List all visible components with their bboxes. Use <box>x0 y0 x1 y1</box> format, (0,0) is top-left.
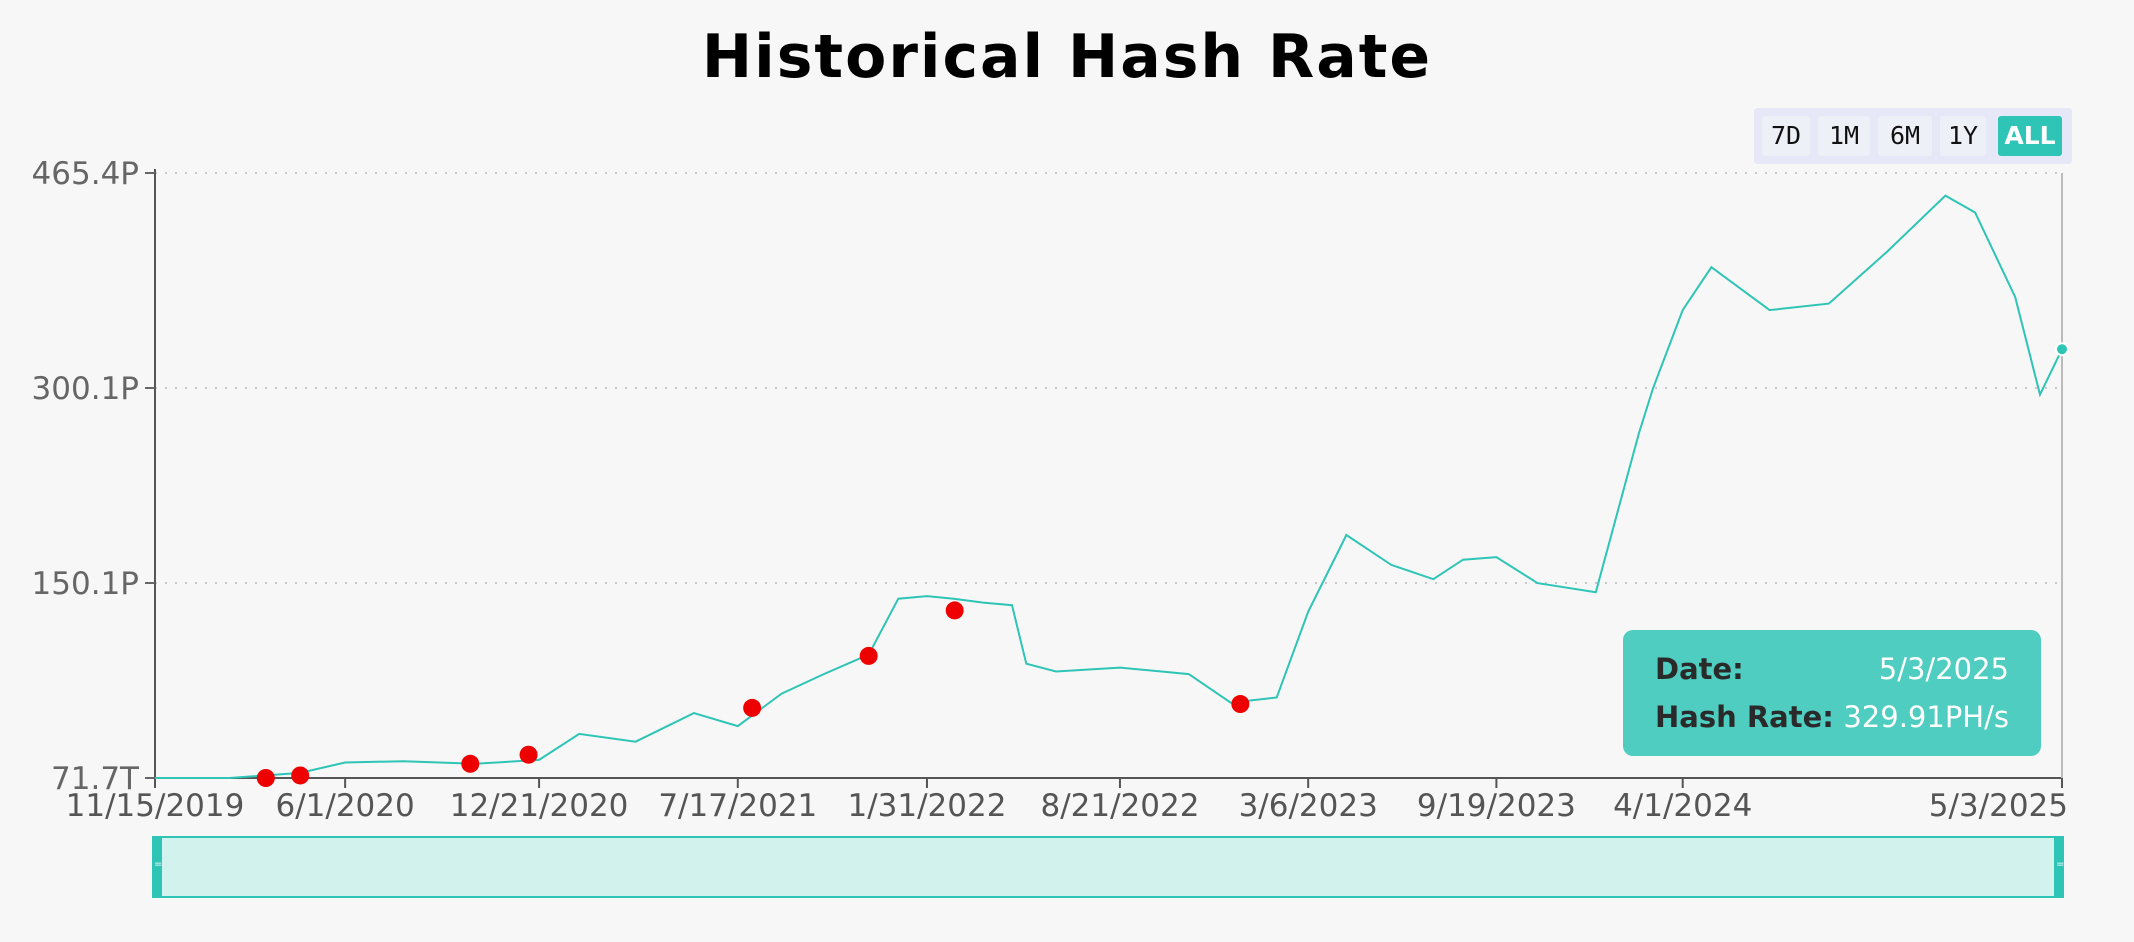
event-marker[interactable] <box>743 698 762 717</box>
range-navigator[interactable]: = = <box>152 836 2064 898</box>
x-tick-label: 4/1/2024 <box>1613 788 1752 824</box>
y-tick-label: 300.1P <box>32 371 139 407</box>
event-marker[interactable] <box>256 769 275 787</box>
y-tick-label: 71.7T <box>51 761 140 797</box>
gridlines <box>155 172 2062 584</box>
range-button-6m[interactable]: 6M <box>1878 116 1932 156</box>
x-tick-label: 8/21/2022 <box>1040 788 1199 824</box>
x-tick-label: 3/6/2023 <box>1239 788 1378 824</box>
tooltip-date-value: 5/3/2025 <box>1878 652 2009 686</box>
x-tick-label: 11/15/2019 <box>66 788 245 824</box>
event-marker[interactable] <box>291 766 310 785</box>
tooltip-date-label: Date: <box>1655 652 1744 686</box>
axes <box>154 169 2063 779</box>
hash-rate-line <box>155 194 2063 779</box>
x-axis-ticks: 11/15/2019 6/1/2020 12/21/2020 7/17/2021 1/3… <box>66 778 2068 824</box>
chart-title: Historical Hash Rate <box>701 22 1433 92</box>
range-selector: 7D 1M 6M 1Y ALL <box>1754 108 2072 164</box>
range-button-all[interactable]: ALL <box>1998 116 2062 156</box>
x-tick-label: 9/19/2023 <box>1417 788 1576 824</box>
tooltip-rate-value: 329.91PH/s <box>1843 700 2009 734</box>
event-markers <box>256 601 1250 787</box>
y-axis-ticks: 71.7T 150.1P 300.1P 465.4P <box>32 156 155 797</box>
x-tick-label: 12/21/2020 <box>450 788 629 824</box>
range-button-1y[interactable]: 1Y <box>1940 116 1986 156</box>
range-button-7d[interactable]: 7D <box>1762 116 1810 156</box>
range-button-1m[interactable]: 1M <box>1818 116 1870 156</box>
y-tick-label: 465.4P <box>32 156 139 192</box>
tooltip-rate-label: Hash Rate: <box>1655 700 1834 734</box>
event-marker[interactable] <box>519 745 538 764</box>
hover-point <box>2055 342 2069 357</box>
x-tick-label: 1/31/2022 <box>847 788 1006 824</box>
x-tick-label: 7/17/2021 <box>658 788 817 824</box>
event-marker[interactable] <box>461 754 480 773</box>
event-marker[interactable] <box>1231 695 1250 714</box>
navigator-right-handle[interactable]: = <box>2054 836 2064 898</box>
tooltip: Date: 5/3/2025 Hash Rate: 329.91PH/s <box>1623 630 2041 756</box>
x-tick-label: 5/3/2025 <box>1929 788 2068 824</box>
y-tick-label: 150.1P <box>32 566 139 602</box>
event-marker[interactable] <box>945 601 964 620</box>
x-tick-label: 6/1/2020 <box>276 788 415 824</box>
event-marker[interactable] <box>859 646 878 665</box>
navigator-left-handle[interactable]: = <box>152 836 162 898</box>
